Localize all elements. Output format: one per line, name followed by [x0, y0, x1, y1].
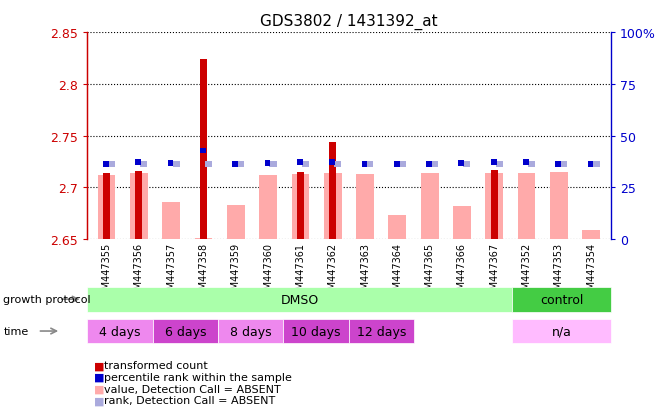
Bar [297, 173, 304, 240]
Bar [458, 161, 464, 166]
Text: 4 days: 4 days [99, 325, 141, 338]
Bar [496, 162, 503, 167]
Bar [195, 239, 213, 240]
Bar [259, 176, 277, 240]
Text: control: control [540, 293, 583, 306]
Bar [270, 162, 276, 167]
Bar [431, 162, 438, 167]
Bar [426, 162, 432, 167]
Bar [136, 160, 141, 165]
Bar [172, 162, 180, 167]
Bar [329, 160, 335, 165]
Bar [200, 149, 206, 154]
Text: rank, Detection Call = ABSENT: rank, Detection Call = ABSENT [104, 395, 275, 405]
Bar [366, 162, 374, 167]
Bar [394, 162, 400, 167]
Bar [592, 162, 600, 167]
Text: DMSO: DMSO [280, 293, 319, 306]
Bar [491, 160, 497, 165]
Text: n/a: n/a [552, 325, 572, 338]
Text: growth protocol: growth protocol [3, 294, 91, 304]
Bar [103, 173, 110, 240]
Bar [550, 173, 568, 240]
Bar [399, 162, 406, 167]
Bar [528, 162, 535, 167]
Bar [237, 162, 244, 167]
Text: transformed count: transformed count [104, 361, 208, 370]
Bar [205, 162, 212, 167]
Bar [485, 173, 503, 240]
Bar [136, 171, 142, 240]
Bar [329, 142, 336, 240]
Bar [491, 171, 498, 240]
Bar [389, 216, 406, 240]
Title: GDS3802 / 1431392_at: GDS3802 / 1431392_at [260, 14, 437, 30]
Bar [421, 173, 439, 240]
Bar [264, 161, 270, 166]
Text: percentile rank within the sample: percentile rank within the sample [104, 372, 292, 382]
Bar [523, 160, 529, 165]
Bar [302, 162, 309, 167]
Bar [334, 162, 341, 167]
Bar [140, 162, 148, 167]
Bar [324, 173, 342, 240]
Text: 10 days: 10 days [291, 325, 341, 338]
Bar [556, 162, 561, 167]
Bar [362, 162, 367, 167]
Bar [582, 230, 600, 240]
Bar [453, 206, 471, 240]
Bar [227, 206, 245, 240]
Bar [588, 162, 593, 167]
Bar [130, 173, 148, 240]
Bar [103, 162, 109, 167]
Text: ■: ■ [94, 395, 105, 405]
Bar [200, 60, 207, 240]
Bar [560, 162, 567, 167]
Bar [518, 173, 535, 240]
Text: 12 days: 12 days [357, 325, 407, 338]
Bar [168, 161, 174, 166]
Bar [297, 160, 303, 165]
Bar [463, 162, 470, 167]
Text: time: time [3, 326, 29, 336]
Text: 6 days: 6 days [164, 325, 206, 338]
Bar [98, 176, 115, 240]
Text: ■: ■ [94, 372, 105, 382]
Bar [108, 162, 115, 167]
Bar [356, 175, 374, 240]
Text: ■: ■ [94, 361, 105, 370]
Bar [292, 175, 309, 240]
Text: ■: ■ [94, 384, 105, 394]
Bar [162, 202, 180, 240]
Bar [232, 162, 238, 167]
Text: value, Detection Call = ABSENT: value, Detection Call = ABSENT [104, 384, 280, 394]
Text: 8 days: 8 days [230, 325, 272, 338]
